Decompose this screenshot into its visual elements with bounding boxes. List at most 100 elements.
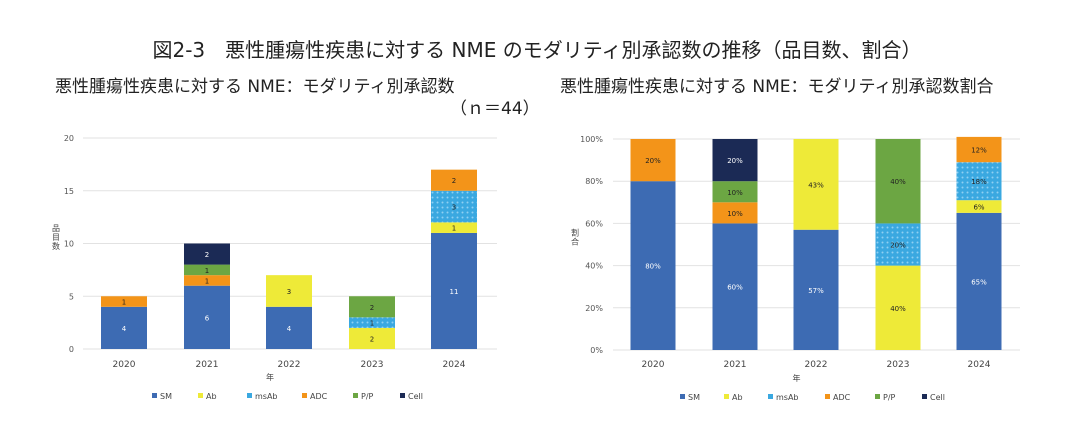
data-label: 2 xyxy=(370,304,374,312)
right-chart-title: 悪性腫瘍性疾患に対する NME：モダリティ別承認数割合 xyxy=(560,77,994,97)
bar-segment-SM-2020 xyxy=(101,306,147,349)
legend-label: Ab xyxy=(206,392,217,401)
x-tick-label: 2023 xyxy=(361,360,384,370)
bar-segment-msAb-2024 xyxy=(431,190,477,223)
y-axis-label: 合 xyxy=(571,237,579,247)
bar-segment-ADC-2020 xyxy=(630,139,676,182)
y-tick-label: 10 xyxy=(64,240,74,249)
legend-swatch-msAb xyxy=(247,393,252,398)
legend-label: SM xyxy=(688,393,700,402)
legend-label: Cell xyxy=(930,393,945,402)
bar-segment-ADC-2024 xyxy=(956,136,1002,163)
x-tick-label: 2024 xyxy=(968,360,991,370)
bar-segment-msAb-2024 xyxy=(956,162,1002,201)
y-tick-label: 15 xyxy=(64,187,74,196)
x-tick-label: 2022 xyxy=(805,360,828,370)
legend-swatch-msAb xyxy=(768,394,773,399)
data-label: 43% xyxy=(808,181,824,189)
bar-segment-Ab-2023 xyxy=(875,265,921,350)
data-label: 10% xyxy=(727,210,743,218)
bar-segment-PP-2021 xyxy=(184,264,230,276)
bar-segment-Ab-2022 xyxy=(266,275,312,307)
data-label: 2 xyxy=(370,335,374,343)
legend-swatch-SM xyxy=(152,393,157,398)
x-axis-label: 年 xyxy=(266,372,274,382)
bar-segment-Ab-2024 xyxy=(956,200,1002,213)
y-tick-label: 20% xyxy=(585,304,603,313)
y-tick-label: 60% xyxy=(585,219,603,228)
legend-label: msAb xyxy=(255,392,278,401)
bar-segment-SM-2024 xyxy=(431,232,477,349)
bar-segment-SM-2021 xyxy=(184,285,230,349)
legend-swatch-PP xyxy=(353,393,358,398)
x-tick-label: 2021 xyxy=(196,360,219,370)
bar-segment-ADC-2021 xyxy=(712,202,758,224)
data-label: 65% xyxy=(971,278,987,286)
bar-segment-SM-2024 xyxy=(956,212,1002,350)
y-tick-label: 5 xyxy=(69,292,74,301)
data-label: 12% xyxy=(971,147,987,155)
x-tick-label: 2020 xyxy=(642,360,665,370)
legend-label: ADC xyxy=(833,393,851,402)
x-tick-label: 2023 xyxy=(887,360,910,370)
bar-segment-SM-2022 xyxy=(266,306,312,349)
bar-segment-Ab-2024 xyxy=(431,222,477,233)
bar-segment-SM-2020 xyxy=(630,181,676,350)
data-label: 11 xyxy=(450,288,459,296)
data-label: 18% xyxy=(971,178,987,186)
figure-title: 図2-3 悪性腫瘍性疾患に対する NME のモダリティ別承認数の推移（品目数、割… xyxy=(152,38,922,62)
bar-segment-Cell-2021 xyxy=(712,139,758,182)
data-label: 3 xyxy=(287,288,291,296)
bar-segment-ADC-2020 xyxy=(101,296,147,307)
y-axis-label: 数 xyxy=(52,241,60,251)
bar-segment-Ab-2022 xyxy=(793,139,839,230)
data-label: 1 xyxy=(452,225,456,233)
y-axis-label: 割 xyxy=(571,228,579,238)
data-label: 40% xyxy=(890,305,906,313)
left-chart-title: 悪性腫瘍性疾患に対する NME：モダリティ別承認数 xyxy=(55,77,455,97)
data-label: 1 xyxy=(370,320,374,328)
data-label: 20% xyxy=(890,242,906,250)
y-tick-label: 40% xyxy=(585,262,603,271)
y-axis-label: 品 xyxy=(52,224,60,233)
data-label: 80% xyxy=(645,263,661,271)
data-label: 6 xyxy=(205,314,210,322)
legend-label: msAb xyxy=(776,393,799,402)
x-tick-label: 2020 xyxy=(113,360,136,370)
bar-segment-msAb-2023 xyxy=(349,317,395,328)
bar-segment-PP-2023 xyxy=(875,139,921,224)
legend-swatch-Ab xyxy=(724,394,729,399)
data-label: 3 xyxy=(452,204,456,212)
legend-swatch-ADC xyxy=(302,393,307,398)
data-label: 4 xyxy=(122,325,127,333)
data-label: 1 xyxy=(205,277,209,285)
x-tick-label: 2024 xyxy=(443,360,466,370)
bar-segment-SM-2021 xyxy=(712,223,758,350)
data-label: 1 xyxy=(205,267,209,275)
legend-swatch-SM xyxy=(680,394,685,399)
legend-swatch-ADC xyxy=(825,394,830,399)
y-tick-label: 100% xyxy=(580,135,603,144)
legend-label: Cell xyxy=(408,392,423,401)
legend-swatch-Cell xyxy=(922,394,927,399)
y-tick-label: 80% xyxy=(585,177,603,186)
y-tick-label: 20 xyxy=(64,134,74,143)
y-tick-label: 0 xyxy=(69,345,74,354)
y-axis-label: 目 xyxy=(52,233,60,242)
legend-label: ADC xyxy=(310,392,328,401)
bar-segment-Ab-2023 xyxy=(349,327,395,349)
bar-segment-msAb-2023 xyxy=(875,223,921,266)
bar-segment-ADC-2021 xyxy=(184,275,230,286)
data-label: 20% xyxy=(727,157,743,165)
x-tick-label: 2022 xyxy=(278,360,301,370)
legend-label: P/P xyxy=(361,392,374,401)
bar-segment-SM-2022 xyxy=(793,229,839,350)
data-label: 40% xyxy=(890,178,906,186)
y-tick-label: 0% xyxy=(590,346,603,355)
bar-segment-Cell-2021 xyxy=(184,243,230,265)
bar-segment-PP-2023 xyxy=(349,296,395,318)
data-label: 4 xyxy=(287,325,292,333)
data-label: 2 xyxy=(205,251,209,259)
